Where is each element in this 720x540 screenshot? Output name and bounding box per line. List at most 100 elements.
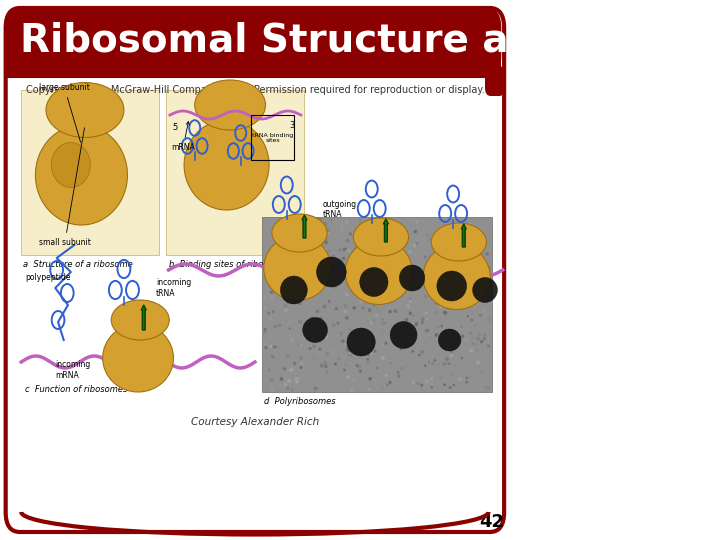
Point (325, 216, 337, 225)
Point (477, 319, 488, 327)
Ellipse shape (280, 276, 307, 304)
Point (470, 341, 482, 349)
Point (302, 345, 314, 354)
Point (369, 347, 381, 355)
Point (320, 258, 332, 267)
Point (452, 271, 464, 280)
Point (434, 271, 446, 279)
Point (368, 242, 379, 251)
Point (410, 320, 422, 329)
Point (380, 339, 392, 348)
Point (348, 303, 360, 312)
Point (293, 377, 305, 386)
Point (357, 325, 369, 334)
Point (278, 248, 289, 257)
Point (287, 386, 298, 394)
Point (296, 341, 307, 350)
Point (456, 354, 467, 362)
Point (291, 377, 302, 386)
Text: tRNA binding
sites: tRNA binding sites (252, 133, 293, 144)
Point (480, 383, 492, 391)
Point (483, 264, 495, 272)
Point (338, 254, 349, 263)
Point (476, 277, 487, 286)
Point (480, 330, 491, 339)
Point (482, 341, 494, 350)
Point (271, 285, 282, 294)
Point (259, 325, 271, 334)
Text: Copyright ® The McGraw-Hill Companies, Inc. Permission required for reproduction: Copyright ® The McGraw-Hill Companies, I… (25, 85, 485, 95)
Point (446, 370, 457, 379)
Point (388, 223, 400, 232)
Point (446, 290, 457, 299)
Text: incoming
mRNA: incoming mRNA (55, 360, 91, 380)
Point (320, 270, 331, 279)
Point (379, 244, 390, 252)
Point (258, 293, 270, 301)
Point (396, 288, 408, 296)
Point (268, 342, 279, 351)
Point (328, 321, 339, 329)
Point (472, 230, 483, 239)
Point (404, 247, 415, 256)
Point (433, 360, 444, 368)
Point (392, 249, 403, 258)
Point (312, 258, 323, 267)
Text: 5: 5 (172, 123, 177, 132)
Point (320, 280, 331, 289)
Point (457, 236, 469, 245)
Point (312, 331, 324, 340)
Point (353, 336, 364, 345)
Point (466, 316, 477, 325)
Point (421, 230, 433, 239)
Point (288, 289, 300, 298)
Point (260, 343, 271, 352)
Point (342, 373, 354, 382)
Point (381, 255, 392, 264)
Point (361, 277, 373, 286)
Point (472, 358, 484, 367)
Point (426, 374, 438, 383)
Point (387, 252, 399, 261)
Point (295, 363, 307, 372)
Point (279, 266, 290, 275)
Point (271, 234, 283, 243)
Point (320, 362, 332, 370)
Point (323, 229, 335, 238)
Point (400, 263, 412, 272)
Ellipse shape (264, 235, 331, 300)
Bar (262, 217, 492, 392)
Point (361, 266, 372, 274)
Point (369, 241, 380, 249)
Point (420, 253, 431, 261)
Point (395, 345, 407, 353)
Point (340, 302, 351, 310)
Point (275, 221, 287, 230)
Point (264, 248, 276, 256)
Point (308, 342, 320, 351)
Point (420, 377, 432, 386)
Point (292, 372, 303, 380)
Point (377, 354, 389, 362)
Point (469, 239, 480, 248)
Point (372, 363, 383, 372)
Point (274, 250, 285, 259)
Point (260, 303, 271, 312)
Point (336, 329, 347, 338)
Point (426, 345, 438, 354)
Point (451, 301, 462, 309)
Point (341, 347, 352, 355)
Point (267, 353, 279, 361)
Point (444, 359, 455, 368)
Point (284, 324, 295, 333)
Point (282, 384, 294, 393)
Point (365, 350, 377, 359)
Point (469, 321, 481, 330)
Ellipse shape (317, 257, 346, 287)
Point (377, 280, 388, 288)
Point (319, 302, 330, 311)
Point (446, 351, 457, 360)
Point (263, 259, 274, 268)
Point (352, 230, 364, 239)
Point (304, 286, 315, 295)
